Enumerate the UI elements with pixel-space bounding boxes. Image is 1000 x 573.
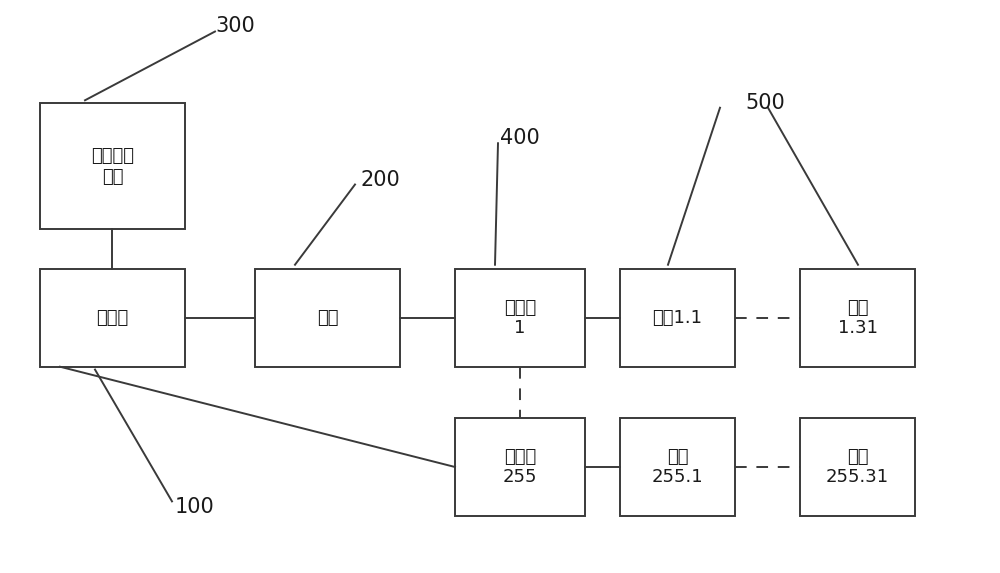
Text: 300: 300 <box>215 16 255 36</box>
Text: 400: 400 <box>500 128 540 147</box>
Text: 控制器: 控制器 <box>96 309 129 327</box>
Text: 风机
255.1: 风机 255.1 <box>652 448 703 486</box>
Bar <box>620 418 735 516</box>
Bar <box>455 269 585 367</box>
Text: 100: 100 <box>175 497 215 517</box>
Bar <box>40 269 185 367</box>
Text: 转发器
1: 转发器 1 <box>504 299 536 337</box>
Text: 风机
255.31: 风机 255.31 <box>826 448 889 486</box>
Text: 转发器
255: 转发器 255 <box>503 448 537 486</box>
Bar <box>455 418 585 516</box>
Bar <box>40 103 185 229</box>
Bar <box>800 418 915 516</box>
Bar <box>255 269 400 367</box>
Text: 网关: 网关 <box>317 309 338 327</box>
Text: 协议处理
单元: 协议处理 单元 <box>91 147 134 186</box>
Bar <box>800 269 915 367</box>
Text: 500: 500 <box>745 93 785 113</box>
Text: 风机
1.31: 风机 1.31 <box>838 299 878 337</box>
Bar <box>620 269 735 367</box>
Text: 200: 200 <box>360 171 400 190</box>
Text: 风机1.1: 风机1.1 <box>652 309 702 327</box>
